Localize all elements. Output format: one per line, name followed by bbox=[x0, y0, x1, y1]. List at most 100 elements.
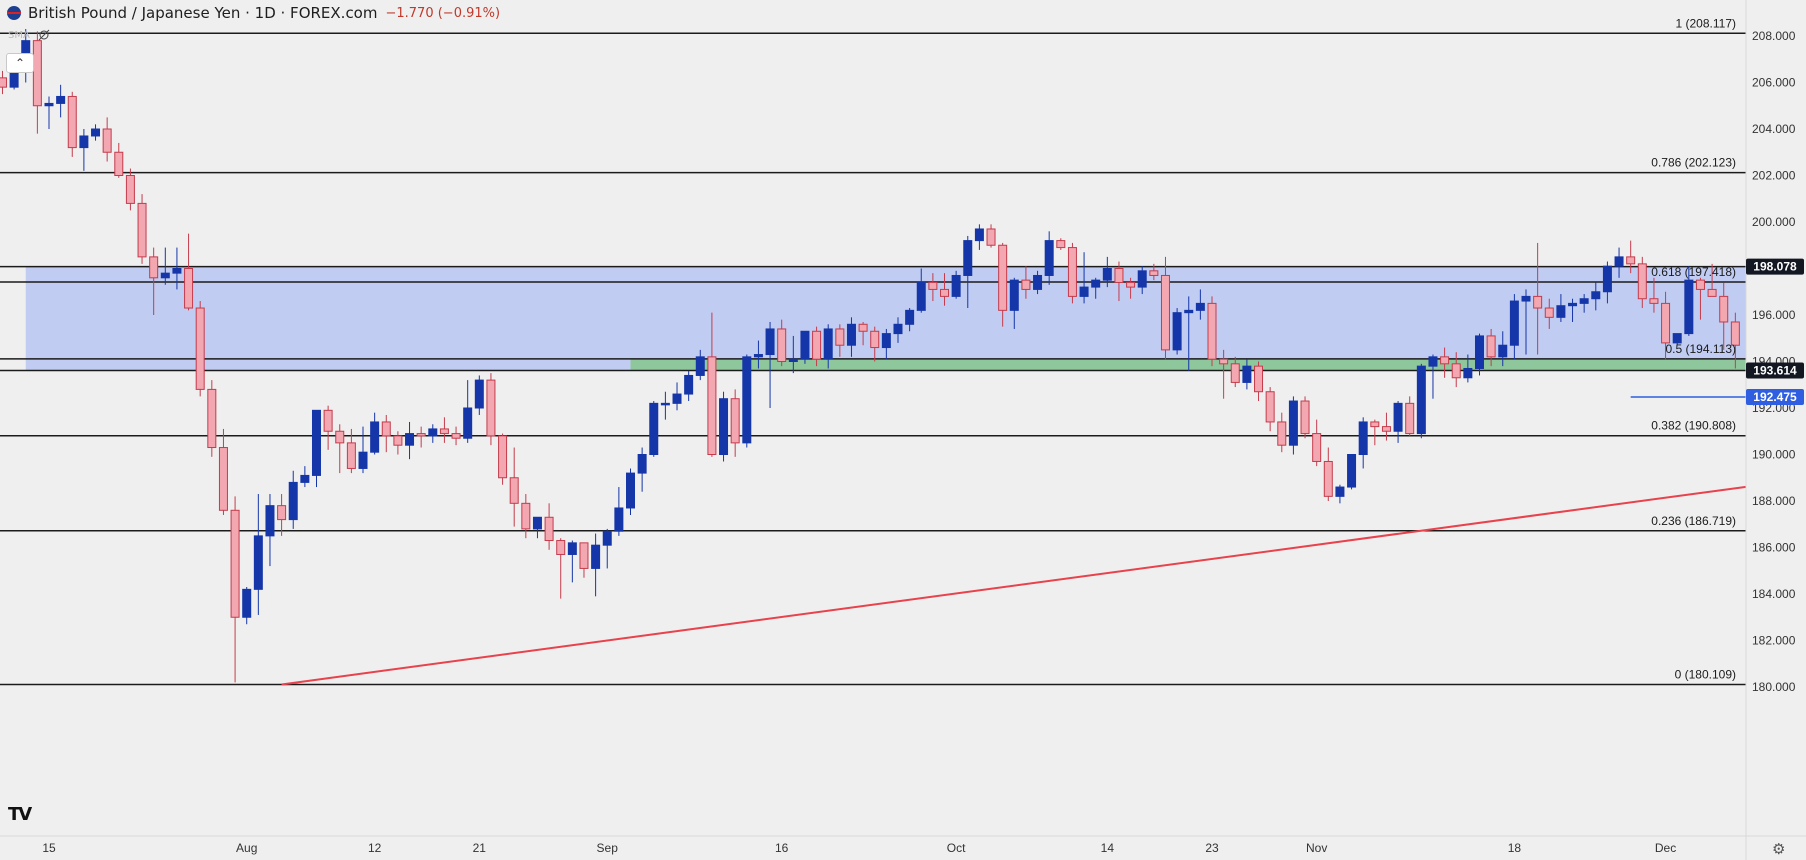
rising-trendline[interactable] bbox=[281, 485, 1747, 686]
candle-down bbox=[218, 447, 228, 511]
candle-down bbox=[940, 288, 950, 297]
settings-gear-icon[interactable]: ⚙ bbox=[1772, 841, 1786, 858]
price-tag bbox=[1746, 258, 1804, 275]
candle-up bbox=[1474, 335, 1484, 369]
price-axis[interactable]: 180.000 182.000 184.000 186.000 188.000 190.0… bbox=[1752, 29, 1796, 694]
candle-down bbox=[277, 505, 287, 521]
candle-down bbox=[184, 268, 194, 309]
candle-up bbox=[1521, 295, 1531, 302]
candle-down bbox=[986, 228, 996, 246]
candle-down bbox=[195, 307, 205, 390]
candle-down bbox=[544, 516, 554, 542]
candle-up bbox=[160, 272, 170, 279]
candle-down bbox=[1440, 356, 1450, 365]
levels-layer bbox=[0, 32, 1746, 686]
candle-down bbox=[1533, 295, 1543, 309]
indicator-label[interactable]: SMA bbox=[8, 30, 30, 41]
candle-up bbox=[1463, 367, 1473, 379]
symbol-title[interactable]: British Pound / Japanese Yen · 1D · FORE… bbox=[28, 4, 378, 22]
candle-up bbox=[405, 433, 415, 446]
candle-down bbox=[1486, 335, 1496, 358]
candle-up bbox=[311, 409, 321, 476]
hide-indicator-icon[interactable] bbox=[38, 29, 50, 41]
candle-up bbox=[684, 374, 694, 395]
candle-down bbox=[0, 77, 7, 88]
candle-down bbox=[323, 409, 333, 432]
candle-down bbox=[393, 435, 403, 446]
candle-down bbox=[1451, 363, 1461, 379]
candle-down bbox=[1719, 295, 1729, 323]
candle-down bbox=[416, 433, 426, 437]
candle-down bbox=[1149, 270, 1159, 276]
x-tick-label: 12 bbox=[368, 841, 382, 855]
candle-up bbox=[823, 328, 833, 360]
x-tick-label: 14 bbox=[1101, 841, 1115, 855]
x-tick-label: 18 bbox=[1508, 841, 1522, 855]
y-tick-label: 180.000 bbox=[1752, 680, 1796, 694]
candle-up bbox=[1335, 486, 1345, 497]
price-change: −1.770 (−0.91%) bbox=[385, 5, 501, 21]
candle-down bbox=[1126, 281, 1136, 288]
time-axis[interactable]: 15Aug1221Sep16Oct1423Nov18Dec1620251322F… bbox=[42, 841, 1806, 855]
y-tick-label: 186.000 bbox=[1752, 541, 1796, 555]
price-tag-label: 193.614 bbox=[1753, 363, 1797, 377]
candle-up bbox=[1288, 400, 1298, 446]
candle-up bbox=[172, 268, 182, 274]
candle-up bbox=[753, 354, 763, 358]
candle-down bbox=[486, 379, 496, 437]
x-tick-label: Dec bbox=[1655, 841, 1676, 855]
candle-down bbox=[335, 430, 345, 444]
candle-down bbox=[1207, 302, 1217, 360]
candle-down bbox=[451, 433, 461, 439]
candle-down bbox=[1265, 391, 1275, 423]
candle-up bbox=[974, 228, 984, 242]
candle-down bbox=[870, 330, 880, 349]
candle-down bbox=[1160, 274, 1170, 351]
x-tick-label: Aug bbox=[236, 841, 257, 855]
candle-down bbox=[1300, 400, 1310, 435]
candle-up bbox=[1591, 291, 1601, 300]
candle-down bbox=[1067, 247, 1077, 297]
tradingview-logo[interactable]: TV bbox=[8, 804, 32, 825]
candle-up bbox=[765, 328, 775, 356]
fib-label: 0.5 (194.113) bbox=[1666, 342, 1737, 356]
candle-up bbox=[1242, 365, 1252, 383]
candle-up bbox=[626, 472, 635, 509]
candle-down bbox=[32, 40, 42, 107]
candle-up bbox=[463, 407, 473, 439]
candle-up bbox=[614, 507, 624, 532]
gbp-jpy-flag-icon bbox=[7, 6, 21, 20]
candle-up bbox=[695, 356, 705, 376]
candle-up bbox=[963, 240, 973, 276]
candle-up bbox=[428, 428, 438, 437]
candle-up bbox=[788, 358, 798, 362]
x-tick-label: Nov bbox=[1306, 841, 1327, 855]
candle-down bbox=[1626, 256, 1636, 265]
collapse-legend-button[interactable]: ⌃ bbox=[6, 53, 34, 73]
candle-up bbox=[1556, 305, 1566, 318]
candle-down bbox=[1312, 433, 1322, 462]
candle-down bbox=[1370, 421, 1380, 428]
candle-down bbox=[777, 328, 787, 363]
candle-up bbox=[893, 323, 903, 335]
fib-labels-layer: 1 (208.117) 0.786 (202.123) 0.618 (197.418… bbox=[1651, 16, 1736, 681]
y-tick-label: 204.000 bbox=[1752, 122, 1796, 136]
candle-up bbox=[1568, 302, 1578, 307]
fib-label: 0.618 (197.418) bbox=[1651, 265, 1736, 279]
candle-up bbox=[637, 454, 647, 474]
candle-down bbox=[1649, 298, 1659, 304]
price-tag-label: 198.078 bbox=[1753, 260, 1797, 274]
candle-up bbox=[265, 505, 275, 537]
candle-down bbox=[1021, 279, 1031, 290]
candle-down bbox=[439, 428, 449, 435]
candle-up bbox=[1509, 300, 1519, 346]
candle-down bbox=[381, 421, 391, 437]
trendline-layer[interactable] bbox=[281, 485, 1747, 686]
candle-down bbox=[812, 330, 822, 360]
fib-label: 0.786 (202.123) bbox=[1651, 156, 1736, 170]
candle-up bbox=[288, 481, 298, 521]
fib-label: 0.236 (186.719) bbox=[1651, 514, 1736, 528]
price-tag bbox=[1746, 362, 1804, 379]
